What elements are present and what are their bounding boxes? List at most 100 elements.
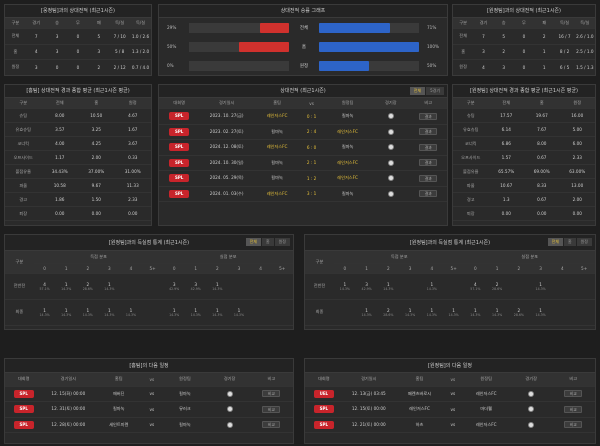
column-header: 대회명: [159, 98, 200, 109]
compare-button[interactable]: 비교: [262, 405, 281, 413]
match-row[interactable]: SPL 2024. 05. 29(목) 킬마녹 1 : 2 레인저스FC 결과: [159, 170, 447, 187]
cell-pct: 14.3%: [448, 312, 459, 317]
table-cell: 1 14.3%: [184, 299, 207, 326]
home-team[interactable]: 레인저스FC: [254, 139, 301, 156]
tab-away[interactable]: 원정: [274, 238, 290, 246]
table-row: 최종 1 14.3% 2 28.6% 1 14.3% 1 14.3% 1 14.3% 1 14.3% 1 1…: [305, 299, 595, 326]
tab-all[interactable]: 전체: [547, 238, 563, 246]
league-cell: SPL: [159, 124, 200, 140]
away-team[interactable]: 킬마녹: [323, 108, 373, 125]
schedule-row[interactable]: UEL 12. 13(금) 03:45 페렌츠바로시 vs 레인저스FC 비교: [305, 386, 595, 402]
away-team[interactable]: 레인저스FC: [323, 124, 373, 140]
schedule-row[interactable]: SPL 12. 21(토) 00:00 하츠 vs 레인저스FC 비교: [305, 417, 595, 433]
away-team[interactable]: 킬마녹: [323, 186, 373, 202]
compare-button[interactable]: 비교: [564, 421, 583, 429]
home-team[interactable]: 페렌츠바로시: [394, 386, 445, 402]
tab-all[interactable]: 전체: [409, 87, 426, 95]
tab-away[interactable]: 원정: [576, 238, 592, 246]
schedule-row[interactable]: SPL 12. 28(토) 00:00 세인트미렌 vs 킬마녹 비교: [5, 417, 293, 433]
compare-button[interactable]: 비교: [564, 405, 583, 413]
home-team[interactable]: 세인트미렌: [94, 417, 144, 433]
home-team[interactable]: 하츠: [394, 417, 445, 433]
panel-title: [원정팀]과의 상대전적 (최근1시즌): [453, 5, 595, 18]
result-button[interactable]: 결과: [419, 143, 438, 151]
match-row[interactable]: SPL 2024. 01. 03(수) 레인저스FC 3 : 1 킬마녹 결과: [159, 186, 447, 202]
table-cell: [120, 273, 142, 300]
column-header: 구분: [5, 251, 34, 274]
home-winrate-bar: [260, 23, 289, 33]
home-team[interactable]: 레인저스FC: [254, 186, 301, 202]
compare-button[interactable]: 비교: [262, 421, 281, 429]
away-team[interactable]: 레인저스FC: [323, 170, 373, 187]
table-cell: [551, 299, 574, 326]
match-row[interactable]: SPL 2023. 10. 27(금) 레인저스FC 0 : 1 킬마녹 결과: [159, 108, 447, 125]
result-button[interactable]: 결과: [419, 128, 438, 136]
table-row: 경고 1.3 0.67 2.00: [453, 192, 595, 207]
panel-title: [홈팀] 상대전적 경과 종합 평균 (최근1시즌 평균): [5, 85, 151, 98]
away-winrate-pct: 100%: [427, 44, 439, 49]
league-cell: SPL: [159, 186, 200, 202]
column-header: 경기일시: [42, 373, 95, 387]
table-cell: [573, 273, 595, 300]
home-team[interactable]: 킬마녹: [254, 124, 301, 140]
goal-count-header: 5+: [573, 263, 595, 274]
cell-count: 1: [43, 307, 46, 313]
away-team[interactable]: 킬마녹: [160, 417, 210, 433]
panel-title-text: [원정팀]과의 득실점 통계 (최근1시즌): [409, 240, 491, 246]
schedule-row[interactable]: SPL 12. 15(토) 00:00 레인저스FC vs 마더웰 비교: [305, 401, 595, 418]
table-row: 오프사이드 1.17 2.00 0.33: [5, 150, 151, 165]
result-button[interactable]: 결과: [419, 174, 438, 182]
result-button[interactable]: 결과: [419, 112, 438, 120]
table-cell: 0: [513, 28, 535, 45]
compare-button[interactable]: 비교: [262, 390, 281, 398]
away-goal-stats-panel: [원정팀]과의 득실점 통계 (최근1시즌) 전체 홈 원정 구분 득점 분포 실점 분…: [304, 234, 596, 330]
result-button[interactable]: 결과: [419, 190, 438, 198]
away-team[interactable]: 레인저스FC: [323, 155, 373, 171]
compare-button[interactable]: 비교: [564, 390, 583, 398]
home-team[interactable]: 레인저스FC: [394, 401, 445, 418]
panel-title: [원정팀]과의 득실점 통계 (최근1시즌) 전체 홈 원정: [305, 235, 595, 251]
home-team[interactable]: 킬마녹: [254, 170, 301, 187]
away-team[interactable]: 뮤러크: [160, 401, 210, 418]
schedule-row[interactable]: SPL 12. 31(토) 00:00 킬마녹 vs 뮤러크 비교: [5, 401, 293, 418]
away-team[interactable]: 레인저스FC: [461, 417, 511, 433]
soccer-ball-icon: [387, 175, 394, 182]
table-cell: 1.5 / 1.3: [574, 59, 595, 75]
row-label: 원정: [5, 59, 26, 75]
table-cell: 1 14.3%: [421, 273, 443, 300]
away-team[interactable]: 킬마녹: [160, 386, 210, 402]
home-team[interactable]: 애버딘: [94, 386, 144, 402]
note-cell: 결과: [409, 139, 447, 156]
away-team[interactable]: 킬마녹: [323, 139, 373, 156]
tab-5-games[interactable]: 5경기: [426, 87, 444, 95]
match-row[interactable]: SPL 2024. 10. 30(일) 킬마녹 2 : 1 레인저스FC 결과: [159, 155, 447, 171]
cell-pct: 42.9%: [169, 286, 180, 291]
tab-all[interactable]: 전체: [245, 238, 261, 246]
table-cell: 1.3: [488, 192, 524, 207]
column-header: 홈: [524, 98, 560, 109]
match-row[interactable]: SPL 2023. 02. 27(토) 킬마녹 2 : 4 레인저스FC 결과: [159, 124, 447, 140]
note-cell: 비교: [249, 386, 293, 402]
stadium-cell: [372, 186, 410, 202]
table-cell: 4.25: [78, 136, 115, 151]
goals-for-header: 득점 분포: [334, 251, 465, 264]
schedule-row[interactable]: SPL 12. 15(화) 00:00 애버딘 vs 킬마녹 비교: [5, 386, 293, 402]
soccer-ball-icon: [387, 190, 394, 197]
home-team[interactable]: 킬마녹: [94, 401, 144, 418]
tab-home[interactable]: 홈: [563, 238, 576, 246]
table-cell: 8 / 2: [554, 44, 575, 60]
away-team[interactable]: 레인저스FC: [461, 386, 511, 402]
away-team[interactable]: 마더웰: [461, 401, 511, 418]
home-team[interactable]: 레인저스FC: [254, 108, 301, 125]
match-date: 2024. 12. 08(토): [199, 139, 255, 156]
home-team[interactable]: 킬마녹: [254, 155, 301, 171]
match-row[interactable]: SPL 2024. 12. 08(토) 레인저스FC 6 : 0 킬마녹 결과: [159, 139, 447, 156]
stadium-cell: [372, 124, 410, 140]
league-badge: SPL: [13, 405, 34, 414]
table-cell: 3 42.9%: [184, 273, 207, 300]
cell-count: 1: [343, 281, 347, 287]
tab-home[interactable]: 홈: [261, 238, 274, 246]
column-header: 경기장: [209, 373, 250, 387]
result-button[interactable]: 결과: [419, 159, 438, 167]
home-bar-track: [189, 23, 289, 33]
